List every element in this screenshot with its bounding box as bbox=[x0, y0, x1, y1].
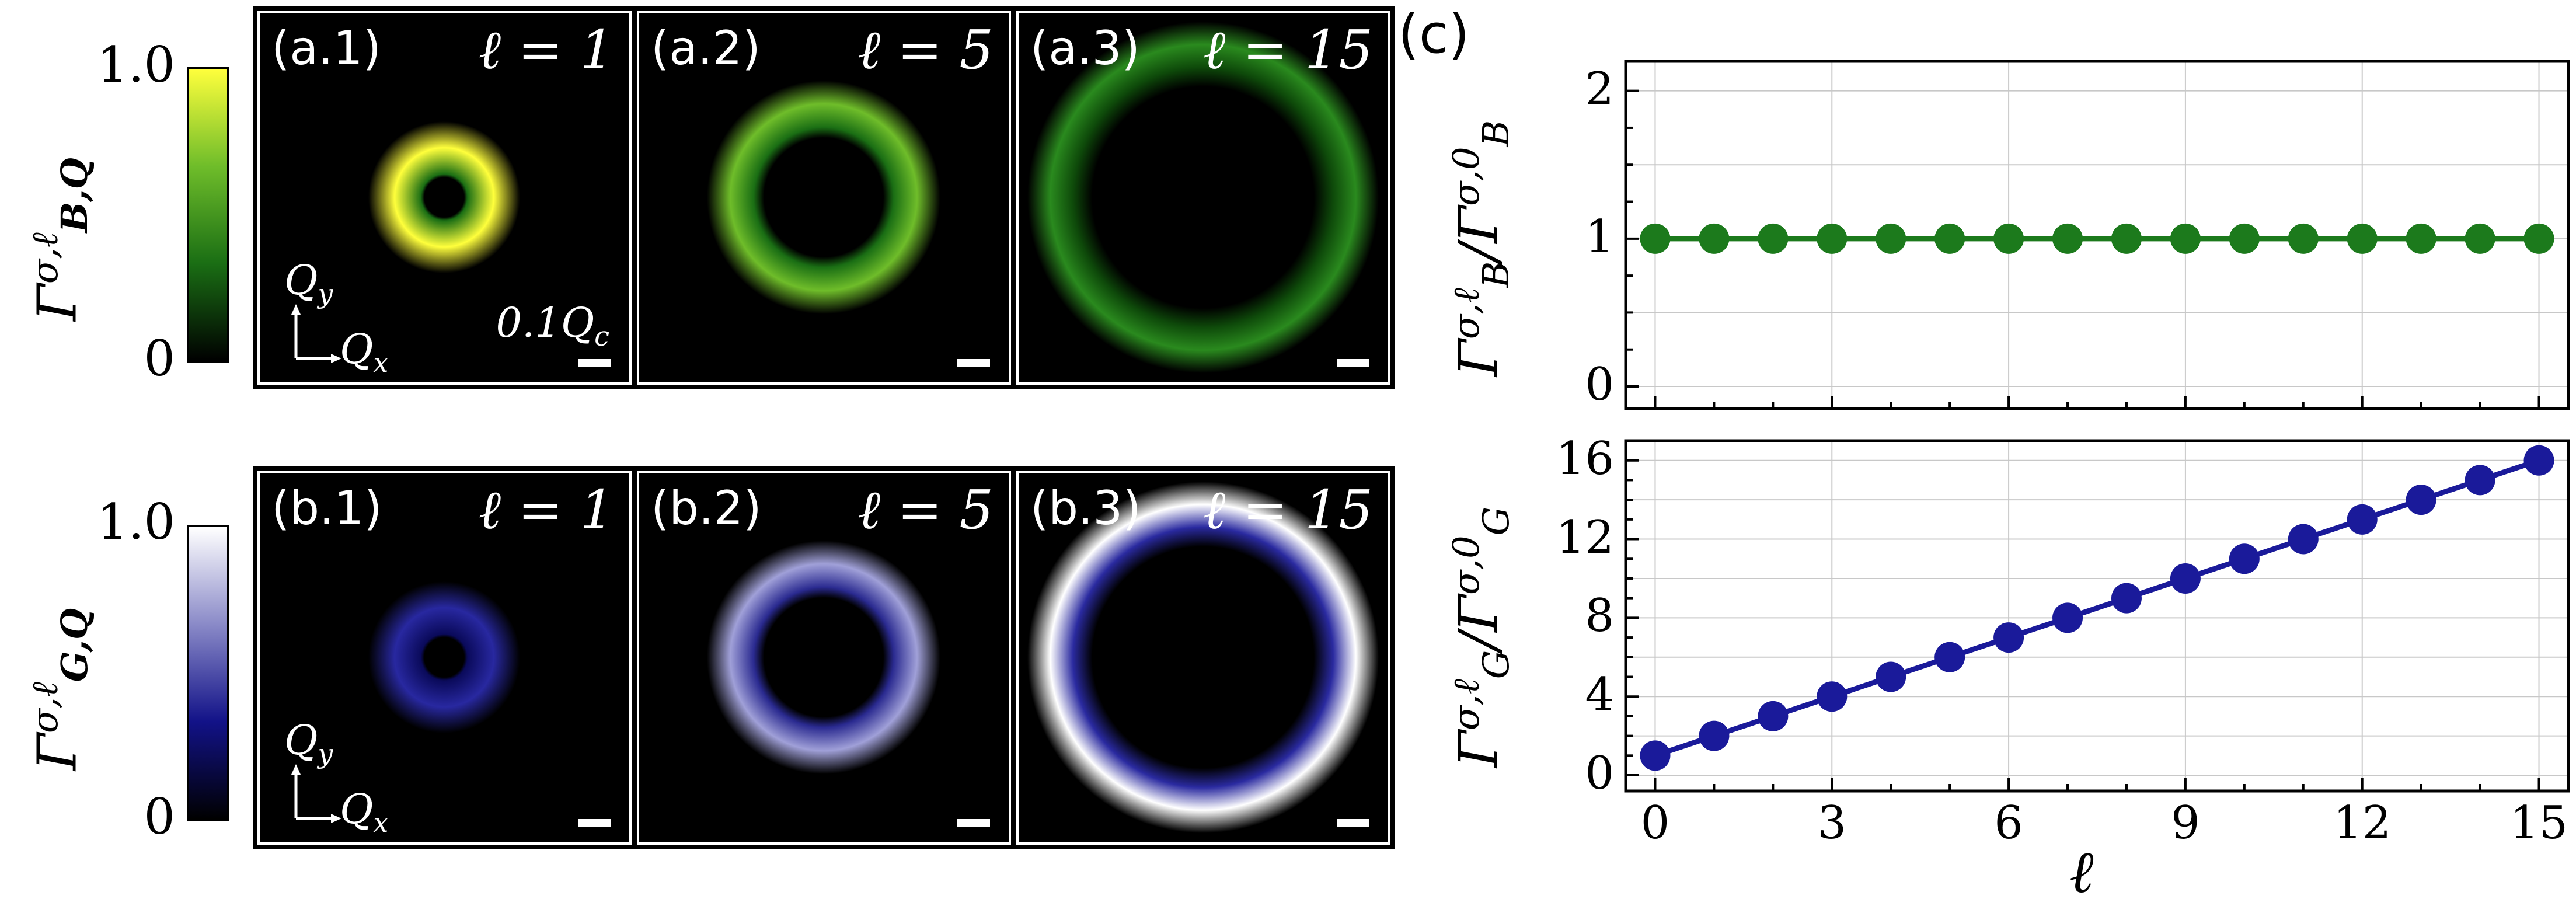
data-point bbox=[2523, 223, 2554, 254]
data-point bbox=[1640, 740, 1671, 771]
scale-bar bbox=[1337, 359, 1369, 367]
chart-bottom-ylabel: Γσ,ℓG/Γσ,0G bbox=[1445, 506, 1518, 768]
top-panel-3: (a.3) ℓ = 15 bbox=[1016, 11, 1390, 385]
bottom-panel-1: (b.1) ℓ = 1 Qy Qx bbox=[257, 471, 632, 845]
colorbar-bottom-min: 0 bbox=[144, 788, 175, 845]
panel-label: (b.2) bbox=[651, 481, 762, 535]
data-point bbox=[1758, 223, 1789, 254]
data-point bbox=[1934, 223, 1965, 254]
data-point bbox=[1699, 720, 1730, 751]
ring-image bbox=[368, 121, 520, 273]
y-tick-label: 0 bbox=[1585, 747, 1614, 800]
data-point bbox=[2288, 223, 2319, 254]
panel-ell-value: ℓ = 5 bbox=[857, 479, 994, 541]
chart-xlabel: ℓ bbox=[2069, 838, 2094, 906]
q-axes-indicator: Qy Qx bbox=[278, 256, 395, 378]
top-panel-1: (a.1) ℓ = 1 Qy Qx 0.1Qc bbox=[257, 11, 632, 385]
data-point bbox=[1876, 661, 1906, 692]
colorbar-top-min: 0 bbox=[144, 330, 175, 387]
x-tick-label: 0 bbox=[1640, 797, 1670, 849]
colorbar-bottom-max: 1.0 bbox=[97, 493, 175, 550]
data-point bbox=[2347, 223, 2378, 254]
x-tick-label: 3 bbox=[1817, 797, 1847, 849]
data-point bbox=[1817, 223, 1848, 254]
data-point bbox=[2288, 524, 2319, 555]
data-point bbox=[2052, 223, 2083, 254]
scale-bar-label: 0.1Qc bbox=[496, 299, 609, 352]
data-point bbox=[1876, 223, 1906, 254]
x-tick-label: 12 bbox=[2333, 797, 2392, 849]
data-point bbox=[2465, 223, 2495, 254]
data-point bbox=[2229, 223, 2260, 254]
data-point bbox=[1640, 223, 1671, 254]
plot-frame bbox=[1624, 439, 2570, 793]
data-point bbox=[1817, 681, 1848, 712]
data-point bbox=[1993, 223, 2024, 254]
scale-bar bbox=[957, 359, 990, 367]
data-point bbox=[2406, 485, 2436, 515]
y-tick-label: 8 bbox=[1585, 590, 1614, 643]
data-point bbox=[2229, 543, 2260, 574]
colorbar-bottom bbox=[187, 525, 229, 821]
panel-label: (a.2) bbox=[651, 21, 761, 75]
data-point bbox=[2170, 563, 2201, 594]
y-tick-label: 12 bbox=[1556, 511, 1614, 564]
q-axes-indicator: Qy Qx bbox=[278, 716, 395, 838]
qx-label: Qx bbox=[340, 325, 389, 378]
ring-image bbox=[368, 581, 520, 733]
x-tick-label: 9 bbox=[2171, 797, 2200, 849]
panel-ell-value: ℓ = 1 bbox=[478, 19, 614, 81]
bottom-panel-2: (b.2) ℓ = 5 bbox=[637, 471, 1011, 845]
data-point bbox=[2406, 223, 2436, 254]
chart-top-ylabel: Γσ,ℓB/Γσ,0B bbox=[1445, 120, 1518, 377]
data-point bbox=[2111, 583, 2142, 614]
ring-image bbox=[1027, 482, 1379, 833]
qy-label: Qy bbox=[284, 256, 333, 309]
data-point bbox=[2347, 504, 2378, 535]
y-tick-label: 2 bbox=[1585, 62, 1614, 116]
data-point bbox=[1993, 622, 2024, 653]
ring-image bbox=[707, 81, 940, 314]
panel-ell-value: ℓ = 5 bbox=[857, 19, 994, 81]
ring-image bbox=[707, 541, 940, 774]
data-point bbox=[2170, 223, 2201, 254]
qy-label: Qy bbox=[284, 716, 333, 769]
y-tick-label: 4 bbox=[1585, 668, 1614, 722]
colorbar-top bbox=[187, 67, 229, 363]
series-line bbox=[1654, 458, 2540, 758]
scale-bar bbox=[957, 819, 990, 827]
scale-bar bbox=[1337, 819, 1369, 827]
panel-label: (a.1) bbox=[271, 21, 381, 75]
bottom-panel-3: (b.3) ℓ = 15 bbox=[1016, 471, 1390, 845]
panel-c-label: (c) bbox=[1398, 3, 1470, 65]
ring-image bbox=[1027, 22, 1379, 373]
data-point bbox=[1699, 223, 1730, 254]
qx-label: Qx bbox=[340, 785, 389, 838]
x-tick-label: 15 bbox=[2509, 797, 2568, 849]
colorbar-top-max: 1.0 bbox=[97, 36, 175, 93]
data-point bbox=[1758, 701, 1789, 731]
data-point bbox=[2523, 445, 2554, 476]
panel-ell-value: ℓ = 1 bbox=[478, 479, 614, 541]
panel-label: (b.3) bbox=[1030, 481, 1141, 535]
panel-label: (a.3) bbox=[1030, 21, 1140, 75]
data-point bbox=[2111, 223, 2142, 254]
panel-ell-value: ℓ = 15 bbox=[1203, 479, 1373, 541]
data-point bbox=[2052, 602, 2083, 633]
y-tick-label: 1 bbox=[1585, 210, 1614, 263]
panel-label: (b.1) bbox=[271, 481, 382, 535]
plot-frame bbox=[1624, 60, 2570, 410]
data-point bbox=[1934, 642, 1965, 672]
panel-ell-value: ℓ = 15 bbox=[1203, 19, 1373, 81]
scale-bar bbox=[578, 359, 611, 367]
y-tick-label: 0 bbox=[1585, 358, 1614, 412]
top-panel-2: (a.2) ℓ = 5 bbox=[637, 11, 1011, 385]
y-tick-label: 16 bbox=[1556, 432, 1614, 485]
scale-bar bbox=[578, 819, 611, 827]
data-point bbox=[2465, 465, 2495, 496]
x-tick-label: 6 bbox=[1994, 797, 2023, 849]
